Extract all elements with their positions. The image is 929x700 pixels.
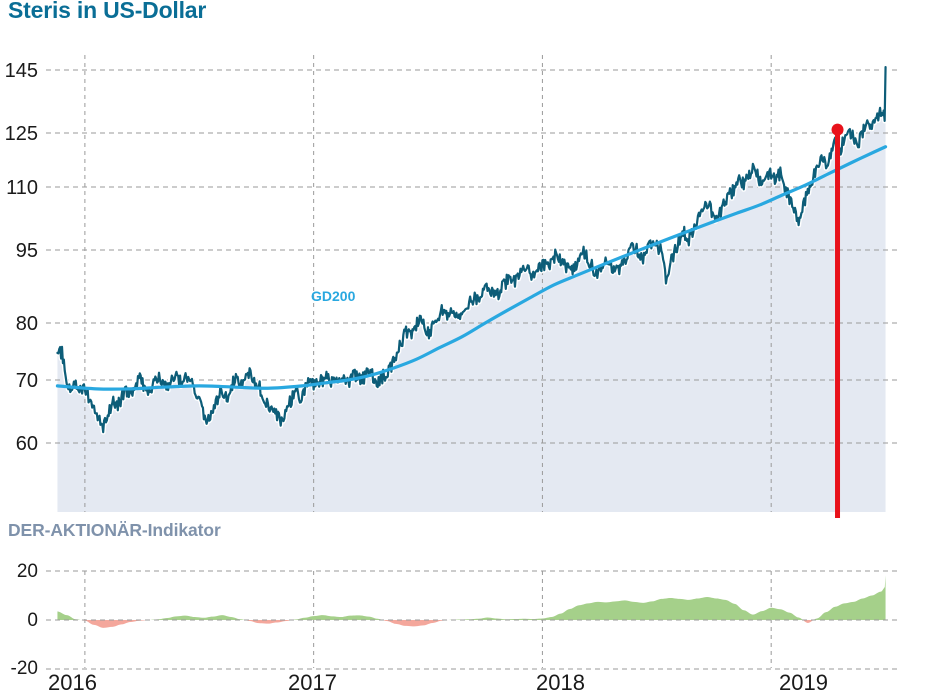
ma-series-label: GD200 [311,288,356,304]
y-axis-tick-label: 95 [15,240,38,262]
indicator-negative-area [81,620,814,628]
price-area-fill [57,67,886,512]
y-axis-tick-label: 125 [4,123,38,145]
indicator-y-tick-label: 20 [16,561,38,582]
x-axis-tick-2017: 2017 [288,670,337,695]
page-title: Steris in US-Dollar [8,0,207,23]
y-axis-tick-label: 145 [4,60,38,82]
y-axis-tick-label: 110 [6,177,38,199]
marker-dot [831,123,844,136]
x-axis-tick-2019: 2019 [779,670,828,695]
x-axis-tick-2016: 2016 [48,670,97,695]
indicator-positive-area [57,575,886,620]
y-axis-tick-label: 70 [15,370,38,392]
price-line [56,65,887,434]
indicator-chart [46,570,897,670]
indicator-title: DER-AKTIONÄR-Indikator [8,520,221,540]
ma-line-gd200 [55,145,888,391]
indicator-y-tick-label: -20 [10,658,38,679]
grid [46,55,897,512]
indicator-y-tick-label: 0 [27,610,38,631]
y-axis-tick-label: 60 [15,433,38,455]
x-axis-tick-2018: 2018 [536,670,585,695]
y-axis-tick-label: 80 [15,313,38,335]
